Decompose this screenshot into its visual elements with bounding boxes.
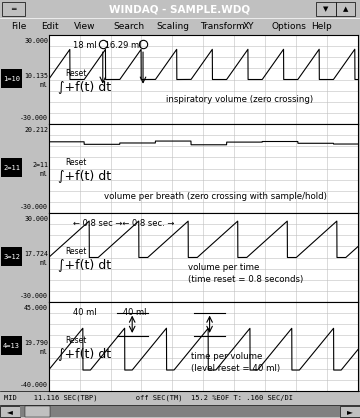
Text: 1=10: 1=10 (3, 76, 20, 82)
Text: ml: ml (40, 82, 48, 88)
Text: 3=12: 3=12 (3, 254, 20, 260)
Bar (340, 405, 360, 417)
Text: Reset: Reset (66, 158, 87, 167)
Text: 45.000: 45.000 (24, 305, 48, 311)
Text: inspiratory volume (zero crossing): inspiratory volume (zero crossing) (166, 94, 313, 104)
Text: ═: ═ (11, 5, 15, 13)
Text: 19.790: 19.790 (24, 340, 48, 346)
Text: Transform: Transform (200, 22, 244, 31)
Text: ∫+f(t) dt: ∫+f(t) dt (58, 347, 111, 360)
Text: volume per time
(time reset = 0.8 seconds): volume per time (time reset = 0.8 second… (188, 263, 303, 283)
Text: View: View (74, 22, 95, 31)
Text: Scaling: Scaling (157, 22, 190, 31)
Text: ml: ml (40, 349, 48, 355)
Bar (0, 405, 20, 417)
Text: ∫+f(t) dt: ∫+f(t) dt (58, 169, 111, 182)
Text: 20.212: 20.212 (24, 127, 48, 133)
Text: 30.000: 30.000 (24, 38, 48, 43)
Text: volume per breath (zero crossing with sample/hold): volume per breath (zero crossing with sa… (104, 192, 327, 201)
Bar (25, 406, 50, 417)
Text: ►: ► (347, 407, 353, 416)
Bar (1, 247, 22, 266)
Text: 17.724: 17.724 (24, 251, 48, 257)
Text: Reset: Reset (66, 336, 87, 345)
Text: 30.000: 30.000 (24, 216, 48, 222)
Text: -40.000: -40.000 (20, 382, 48, 388)
Text: ml: ml (40, 171, 48, 177)
Text: -30.000: -30.000 (20, 204, 48, 210)
Text: ∫+f(t) dt: ∫+f(t) dt (58, 80, 111, 93)
Bar (1, 336, 22, 355)
Text: Edit: Edit (41, 22, 59, 31)
Bar (2, 2, 25, 16)
Text: Reset: Reset (66, 247, 87, 256)
Text: -30.000: -30.000 (20, 293, 48, 299)
Text: MID    11.116 SEC(TBP)         off SEC(TM)  15.2 %EOF T: .160 SEC/DI: MID 11.116 SEC(TBP) off SEC(TM) 15.2 %EO… (4, 395, 293, 401)
Text: WINDAQ - SAMPLE.WDQ: WINDAQ - SAMPLE.WDQ (109, 4, 251, 14)
Text: Options: Options (272, 22, 307, 31)
Bar (1, 158, 22, 177)
Text: File: File (11, 22, 26, 31)
Text: ml: ml (40, 260, 48, 266)
Text: ← 0.8 sec →← 0.8 sec. →: ← 0.8 sec →← 0.8 sec. → (73, 219, 175, 228)
Text: Help: Help (311, 22, 332, 31)
Text: 18 ml   16.29 ml: 18 ml 16.29 ml (73, 41, 142, 50)
Text: XY: XY (243, 22, 255, 31)
Text: 10.135: 10.135 (24, 73, 48, 79)
Text: ◄: ◄ (7, 407, 13, 416)
Text: Search: Search (113, 22, 144, 31)
Text: ▼: ▼ (323, 6, 328, 12)
Text: Reset: Reset (66, 69, 87, 78)
Text: ▲: ▲ (343, 6, 348, 12)
Bar (1, 69, 22, 88)
Bar (20, 406, 340, 417)
Text: ∫+f(t) dt: ∫+f(t) dt (58, 258, 111, 271)
Bar (316, 2, 336, 16)
Text: 2=11: 2=11 (3, 165, 20, 171)
Text: 4=13: 4=13 (3, 343, 20, 349)
Bar (336, 2, 355, 16)
Text: 40 ml          40 ml: 40 ml 40 ml (73, 308, 147, 317)
Text: -30.000: -30.000 (20, 115, 48, 121)
Text: time per volume
(level reset = 40 ml): time per volume (level reset = 40 ml) (191, 352, 280, 372)
Text: 2=11: 2=11 (32, 162, 48, 168)
